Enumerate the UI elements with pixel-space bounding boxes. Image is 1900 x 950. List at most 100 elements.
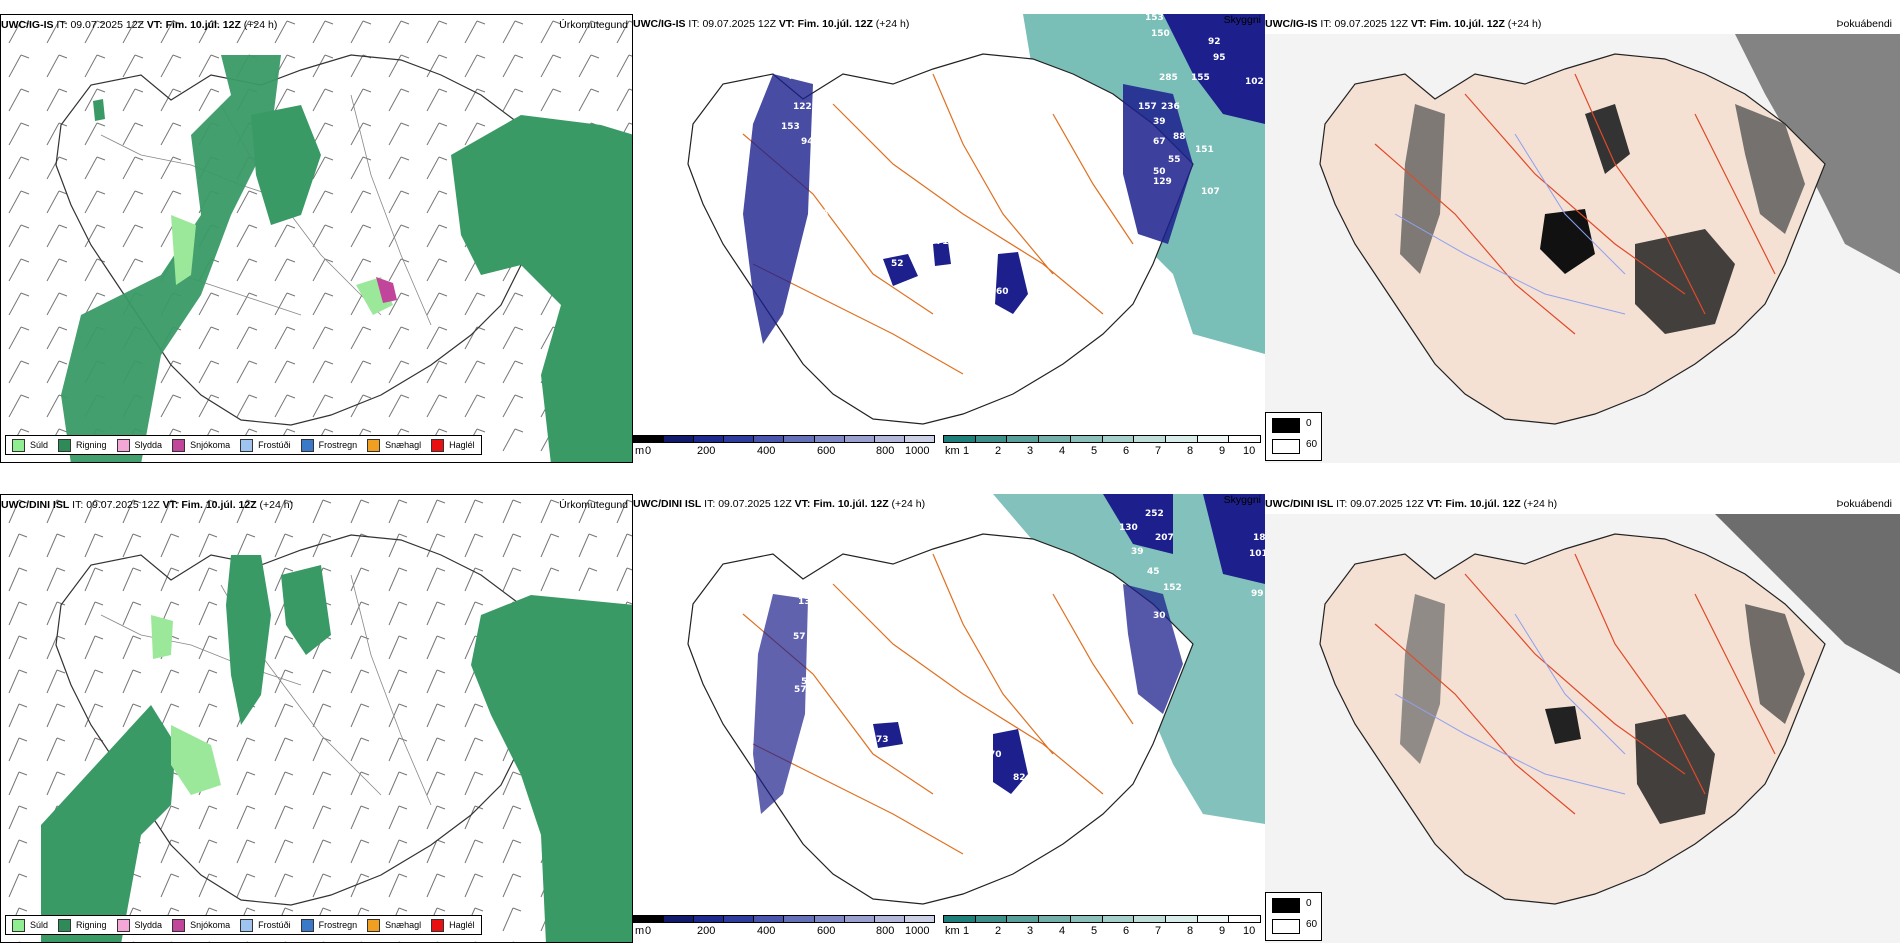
legend-swatch	[300, 438, 314, 452]
legend-swatch	[12, 918, 25, 932]
colorbar-segment	[1070, 436, 1103, 442]
legend-swatch	[367, 438, 381, 452]
colorbar-segment	[975, 916, 1008, 922]
colorbar-tick: 2	[995, 925, 1002, 937]
cloud-labels-bottom: 2521302073918310145152993013575357664373…	[793, 509, 1265, 810]
legend-item: Rigning	[58, 438, 107, 452]
colorbar-tick: 3	[1027, 925, 1034, 937]
cloud-map-bottom	[687, 494, 1265, 905]
fog-key-light	[1272, 919, 1300, 934]
colorbar-tick: 6	[1123, 445, 1130, 457]
cloud-base-value: 88	[1173, 132, 1186, 142]
legend-label: Rigning	[76, 440, 107, 450]
legend-item: Súld	[12, 918, 49, 932]
cloud-base-value: 67	[1153, 137, 1166, 147]
cloud-base-value: 50	[1153, 167, 1166, 177]
colorbar-segment	[975, 436, 1008, 442]
colorbar-segment	[844, 436, 875, 442]
colorbar-tick: 9	[1219, 925, 1226, 937]
colorbar-tick: 600	[817, 445, 836, 457]
legend-item: Snæhagl	[367, 918, 421, 932]
cloud-base-value: 152	[1163, 583, 1182, 593]
cloud-base-value: 73	[876, 735, 889, 745]
colorbar-tick: 0	[645, 925, 652, 937]
cloud-base-value: 62	[828, 172, 841, 182]
colorbar-segment	[754, 916, 785, 922]
colorbar-segment	[1007, 916, 1040, 922]
legend-label: Haglél	[449, 920, 475, 930]
colorbar-segment	[1165, 436, 1198, 442]
colorbar-tick: 200	[697, 925, 716, 937]
legend-swatch	[58, 918, 72, 932]
cloud-base-value: 207	[1155, 533, 1174, 543]
legend-swatch	[58, 438, 72, 452]
panel-header: UWC/DINI ISL IT: 09.07.2025 12Z VT: Fim.…	[1265, 498, 1558, 510]
cloud-base-value: 75	[833, 137, 846, 147]
colorbar-segment	[944, 916, 976, 922]
legend-label: Súld	[30, 920, 49, 930]
colorbar-segment	[784, 916, 815, 922]
legend-swatch	[300, 918, 314, 932]
colorbar-tick: 8	[1187, 445, 1194, 457]
cloud-base-colorbar: m 0 200 400 600 800 1000	[633, 915, 943, 941]
panel-title-cloud: Skyggni	[1223, 14, 1261, 26]
colorbar-tick: 7	[1155, 445, 1162, 457]
fog-map-bottom	[1265, 514, 1900, 943]
precip-map-top	[1, 15, 632, 462]
cloud-base-value: 53	[813, 767, 826, 777]
cloud-base-value: 82	[1013, 773, 1026, 783]
colorbar-segment	[844, 916, 875, 922]
panel-header: UWC/IG-IS IT: 09.07.2025 12Z VT: Fim. 10…	[1265, 18, 1542, 30]
cloud-base-colorbar: m 0 200 400 600 800 1000	[633, 435, 943, 461]
precip-panel-bottom: UWC/DINI ISL IT: 09.07.2025 12Z VT: Fim.…	[0, 494, 633, 943]
cloud-base-value: 150	[1151, 29, 1170, 39]
fog-key-light	[1272, 439, 1300, 454]
cloud-base-value: 13	[798, 597, 811, 607]
cloud-base-value: 71	[936, 237, 949, 247]
legend-item: Súld	[12, 438, 48, 452]
colorbar-scale	[633, 915, 935, 923]
colorbar-tick: 1	[963, 925, 970, 937]
colorbar-segment	[634, 916, 665, 922]
legend-label: Haglél	[449, 440, 475, 450]
colorbar-tick: 200	[697, 445, 716, 457]
colorbar-tick: 400	[757, 445, 776, 457]
colorbar-tick: 10	[1243, 445, 1256, 457]
cloud-base-value: 157	[1138, 102, 1157, 112]
legend-item: Frostregn	[300, 918, 357, 932]
colorbar-segment	[1197, 436, 1230, 442]
colorbar-tick: 5	[1091, 445, 1098, 457]
colorbar-tick: 1000	[905, 925, 930, 937]
legend-item: Haglél	[431, 918, 475, 932]
cloud-base-value: 285	[1159, 73, 1178, 83]
cloud-base-value: 60	[996, 287, 1009, 297]
colorbar-segment	[1165, 916, 1198, 922]
legend-label: Slydda	[134, 440, 163, 450]
colorbar-segment	[1102, 436, 1135, 442]
legend-swatch	[12, 438, 25, 452]
cloud-base-value: 70	[808, 299, 821, 309]
colorbar-tick: 0	[645, 445, 652, 457]
colorbar-segment	[814, 436, 845, 442]
cloud-base-value: 102	[1245, 77, 1264, 87]
colorbar-tick: 4	[1059, 925, 1066, 937]
cloud-base-value: 129	[1153, 177, 1172, 187]
legend-swatch	[240, 918, 254, 932]
colorbar-tick: 4	[1059, 445, 1066, 457]
fog-panel-top: UWC/IG-IS IT: 09.07.2025 12Z VT: Fim. 10…	[1265, 14, 1900, 463]
cloud-base-value: 72	[817, 225, 830, 235]
cloud-panel-top: 153 150 92 95 102 155 285 79 122 153 94 236 157 39 67 8…	[633, 14, 1265, 463]
legend-item: Slydda	[116, 438, 163, 452]
cloud-base-value: 183	[1253, 533, 1265, 543]
cloud-base-value: 94	[801, 137, 814, 147]
legend-label: Frostúði	[258, 920, 291, 930]
legend-swatch	[367, 918, 381, 932]
panel-header: UWC/IG-IS IT: 09.07.2025 12Z VT: Fim. 10…	[633, 18, 910, 30]
colorbar-tick: 9	[1219, 445, 1226, 457]
colorbar-tick: 400	[757, 925, 776, 937]
legend-label: Snjókoma	[190, 440, 231, 450]
cloud-base-value: 39	[1153, 117, 1166, 127]
cloud-base-value: 107	[1201, 187, 1220, 197]
fog-panel-bottom: UWC/DINI ISL IT: 09.07.2025 12Z VT: Fim.…	[1265, 494, 1900, 943]
